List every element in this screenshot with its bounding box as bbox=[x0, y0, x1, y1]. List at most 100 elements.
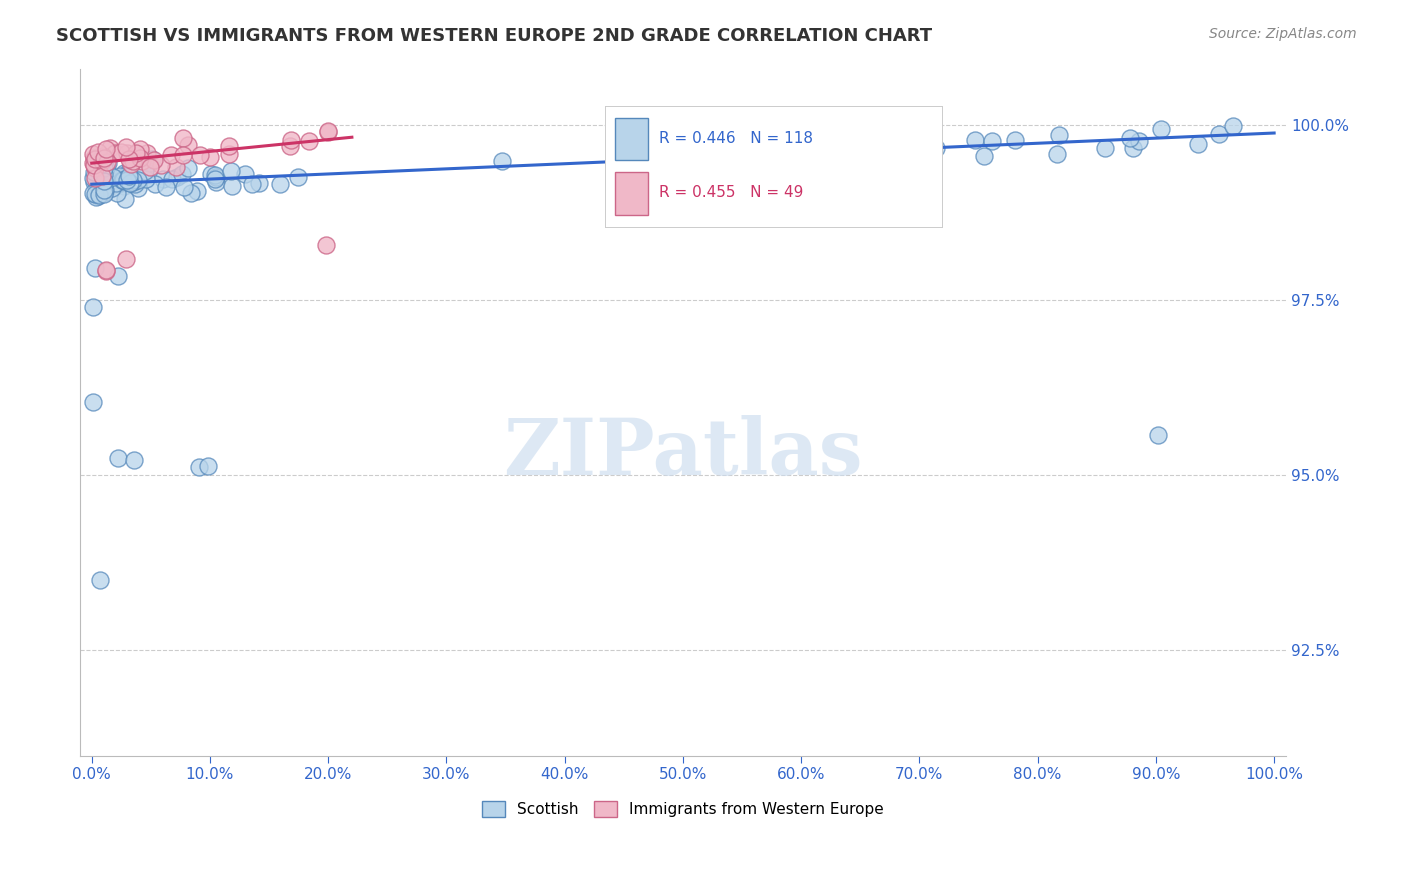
Point bbox=[82, 170, 104, 185]
Point bbox=[204, 169, 226, 184]
Point bbox=[122, 173, 145, 187]
Point bbox=[107, 269, 129, 284]
Point bbox=[1047, 128, 1070, 142]
Point bbox=[1222, 119, 1244, 133]
Point bbox=[84, 187, 107, 202]
Point bbox=[287, 170, 309, 185]
Point bbox=[121, 154, 143, 169]
Point bbox=[981, 134, 1004, 148]
Point bbox=[135, 146, 157, 161]
Point bbox=[115, 140, 138, 154]
Point bbox=[172, 147, 194, 161]
Point bbox=[93, 174, 115, 188]
Point bbox=[717, 159, 740, 173]
Point bbox=[84, 261, 107, 276]
Text: SCOTTISH VS IMMIGRANTS FROM WESTERN EUROPE 2ND GRADE CORRELATION CHART: SCOTTISH VS IMMIGRANTS FROM WESTERN EURO… bbox=[56, 27, 932, 45]
Point bbox=[973, 149, 995, 163]
Point bbox=[114, 169, 136, 183]
Point bbox=[87, 187, 110, 202]
Point bbox=[89, 188, 111, 202]
Point bbox=[87, 173, 110, 187]
Point bbox=[91, 185, 114, 199]
Point bbox=[82, 156, 104, 170]
Point bbox=[129, 151, 152, 165]
Point bbox=[89, 184, 111, 198]
Point bbox=[141, 152, 163, 166]
Point bbox=[111, 173, 134, 187]
Point bbox=[94, 174, 117, 188]
Point bbox=[83, 161, 105, 175]
Point bbox=[96, 155, 118, 169]
Point bbox=[124, 178, 146, 192]
Point bbox=[278, 138, 301, 153]
Point bbox=[1147, 427, 1170, 442]
Point bbox=[180, 186, 202, 201]
Point bbox=[127, 173, 149, 187]
Point bbox=[742, 143, 765, 157]
Point bbox=[858, 142, 880, 156]
Point bbox=[114, 192, 136, 206]
Point bbox=[93, 176, 115, 190]
Point bbox=[87, 180, 110, 194]
Point bbox=[120, 157, 142, 171]
Point bbox=[177, 138, 200, 153]
Point bbox=[177, 161, 200, 175]
Point bbox=[173, 180, 195, 194]
Point bbox=[90, 169, 112, 184]
Text: Source: ZipAtlas.com: Source: ZipAtlas.com bbox=[1209, 27, 1357, 41]
Point bbox=[98, 141, 121, 155]
Point bbox=[118, 176, 141, 190]
Point bbox=[93, 167, 115, 181]
Point bbox=[97, 155, 120, 169]
Point bbox=[87, 178, 110, 193]
Point bbox=[114, 252, 136, 267]
Point bbox=[108, 169, 131, 183]
Point bbox=[112, 178, 135, 193]
Point bbox=[82, 186, 104, 200]
Point bbox=[84, 152, 107, 166]
Point bbox=[138, 161, 160, 175]
Point bbox=[110, 145, 132, 160]
Point bbox=[93, 178, 115, 192]
Point bbox=[735, 161, 758, 176]
Point bbox=[925, 141, 948, 155]
Point bbox=[218, 147, 240, 161]
Point bbox=[87, 150, 110, 164]
Point bbox=[1004, 133, 1026, 147]
Point bbox=[94, 263, 117, 277]
Point bbox=[782, 143, 804, 157]
Point bbox=[142, 153, 165, 168]
Point bbox=[1118, 131, 1140, 145]
Point bbox=[111, 173, 134, 187]
Point bbox=[315, 238, 337, 252]
Point bbox=[491, 153, 513, 168]
Point bbox=[166, 169, 188, 184]
Point bbox=[143, 178, 166, 192]
Point bbox=[155, 180, 177, 194]
Point bbox=[82, 395, 104, 409]
Point bbox=[205, 175, 228, 189]
Point bbox=[93, 161, 115, 175]
Point bbox=[115, 146, 138, 161]
Point bbox=[233, 167, 256, 181]
Point bbox=[218, 139, 240, 153]
Point bbox=[83, 175, 105, 189]
Point bbox=[135, 172, 157, 186]
Point bbox=[107, 450, 129, 465]
Point bbox=[90, 153, 112, 168]
Point bbox=[127, 181, 149, 195]
Point bbox=[87, 185, 110, 199]
Point bbox=[120, 162, 142, 177]
Point bbox=[83, 170, 105, 185]
Point bbox=[318, 124, 340, 138]
Legend: Scottish, Immigrants from Western Europe: Scottish, Immigrants from Western Europe bbox=[477, 796, 890, 823]
Point bbox=[160, 172, 183, 186]
Point bbox=[89, 574, 111, 588]
Point bbox=[93, 161, 115, 175]
Point bbox=[200, 167, 222, 181]
Point bbox=[82, 300, 104, 314]
Point bbox=[101, 174, 124, 188]
Point bbox=[134, 164, 156, 178]
Point bbox=[115, 173, 138, 187]
Point bbox=[86, 177, 108, 191]
